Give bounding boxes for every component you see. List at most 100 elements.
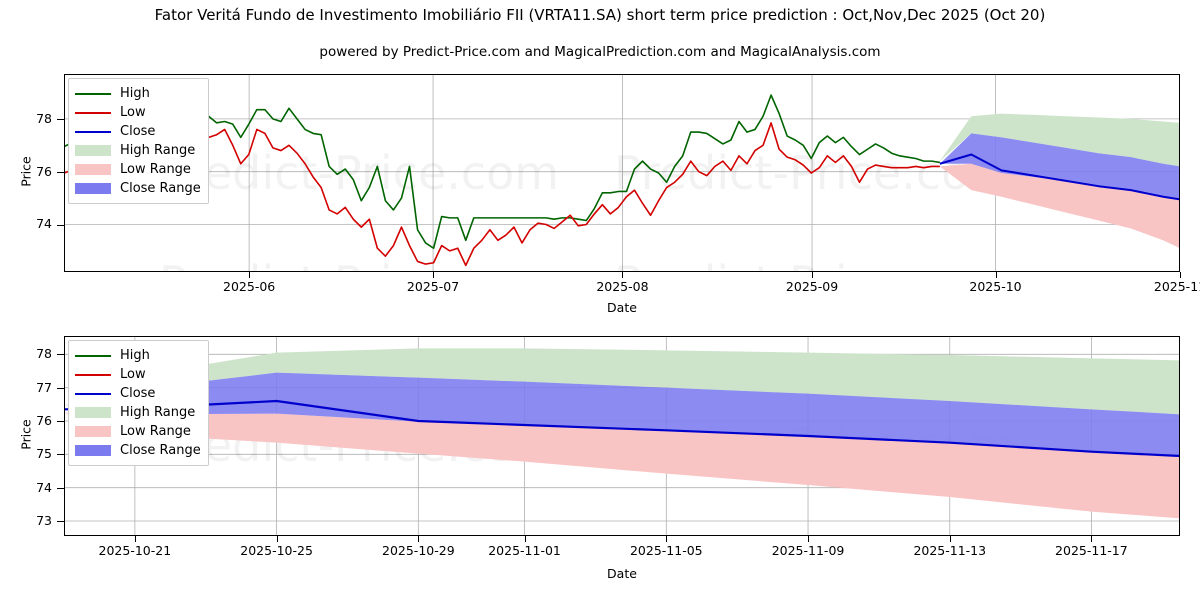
forecast-x-tick-label: 2025-10-21 — [98, 543, 172, 558]
overview-y-tick-mark — [57, 224, 64, 226]
swatch-fill — [75, 92, 111, 95]
forecast-legend-swatch-patch-icon — [75, 406, 111, 419]
overview-legend-swatch-patch-icon — [75, 182, 111, 195]
forecast-legend-swatch-patch-icon — [75, 425, 111, 438]
swatch-fill — [75, 145, 111, 156]
overview-y-tick-label: 76 — [36, 163, 52, 179]
forecast-x-tick-mark — [276, 536, 278, 542]
forecast-legend-label: Low — [120, 367, 146, 382]
forecast-y-tick-label: 74 — [36, 479, 52, 495]
swatch-fill — [75, 426, 111, 437]
overview-x-tick-label: 2025-09 — [785, 279, 839, 294]
forecast-x-tick-label: 2025-11-01 — [488, 543, 561, 558]
overview-x-tick-mark — [995, 272, 997, 278]
overview-legend-item-close-range: Close Range — [75, 179, 201, 198]
forecast-legend-label: Low Range — [120, 424, 191, 439]
forecast-legend-item-close: Close — [75, 384, 201, 403]
forecast-x-tick-label: 2025-11-17 — [1055, 543, 1128, 558]
forecast-legend-item-low: Low — [75, 365, 201, 384]
forecast-legend: High Low Close High Range Low Range Close Ran… — [68, 340, 209, 466]
overview-x-tick-mark — [812, 272, 814, 278]
forecast-y-tick-label: 76 — [36, 413, 52, 428]
forecast-x-tick-mark — [1091, 536, 1093, 542]
overview-legend-item-low-range: Low Range — [75, 160, 201, 179]
overview-plot-frame — [64, 74, 1180, 272]
overview-x-tick-mark — [622, 272, 624, 278]
forecast-legend-item-close-range: Close Range — [75, 441, 201, 460]
swatch-fill — [75, 354, 111, 357]
svg-text:Predict-Price.com: Predict-Price.com — [159, 146, 559, 200]
swatch-fill — [75, 373, 111, 376]
forecast-x-tick-mark — [134, 536, 136, 542]
forecast-y-tick-mark — [57, 421, 64, 422]
overview-y-tick-label: 78 — [36, 110, 52, 126]
overview-legend: High Low Close High Range Low Range Close Ran… — [68, 78, 209, 204]
forecast-legend-swatch-patch-icon — [75, 444, 111, 457]
page-title: Fator Veritá Fundo de Investimento Imobi… — [154, 6, 1046, 24]
forecast-legend-label: High Range — [120, 405, 196, 420]
overview-legend-swatch-line-icon — [75, 125, 111, 138]
overview-x-tick-label: 2025-08 — [596, 279, 649, 294]
forecast-x-tick-label: 2025-10-29 — [382, 543, 455, 558]
page-subtitle: powered by Predict-Price.com and Magical… — [319, 44, 881, 60]
overview-x-tick-mark — [1180, 272, 1181, 278]
overview-legend-label: Low — [120, 105, 146, 120]
overview-x-tick-label: 2025-11 — [1153, 279, 1200, 294]
forecast-y-tick-label: 78 — [36, 346, 52, 362]
forecast-legend-swatch-line-icon — [75, 387, 111, 400]
forecast-x-tick-label: 2025-10-25 — [240, 543, 313, 558]
overview-y-tick-mark — [57, 118, 64, 120]
forecast-x-tick-label: 2025-11-09 — [771, 543, 845, 558]
overview-legend-item-high-range: High Range — [75, 141, 201, 160]
overview-x-axis-label: Date — [607, 300, 637, 315]
overview-x-tick-mark — [433, 272, 435, 278]
forecast-y-tick-mark — [57, 487, 64, 489]
overview-legend-label: Low Range — [120, 162, 191, 177]
forecast-legend-label: Close Range — [120, 443, 201, 458]
swatch-fill — [75, 392, 111, 395]
forecast-x-tick-mark — [524, 536, 526, 542]
overview-legend-swatch-patch-icon — [75, 163, 111, 176]
swatch-fill — [75, 183, 111, 194]
overview-legend-label: Close — [120, 124, 156, 139]
forecast-x-tick-mark — [808, 536, 809, 542]
overview-legend-item-high: High — [75, 84, 201, 103]
overview-legend-label: Close Range — [120, 181, 201, 196]
forecast-y-tick-label: 77 — [36, 379, 52, 395]
swatch-fill — [75, 130, 111, 133]
swatch-fill — [75, 111, 111, 114]
swatch-fill — [75, 164, 111, 175]
overview-legend-label: High — [120, 86, 150, 101]
overview-x-tick-label: 2025-06 — [223, 279, 276, 294]
forecast-x-axis-label: Date — [607, 566, 637, 581]
forecast-legend-item-low-range: Low Range — [75, 422, 201, 441]
overview-legend-swatch-line-icon — [75, 87, 111, 100]
forecast-legend-label: High — [120, 348, 150, 363]
overview-legend-item-close: Close — [75, 122, 201, 141]
forecast-x-tick-label: 2025-11-13 — [913, 543, 987, 558]
overview-legend-label: High Range — [120, 143, 196, 158]
forecast-y-tick-label: 73 — [36, 513, 52, 528]
overview-y-tick-mark — [57, 171, 64, 173]
overview-y-tick-label: 74 — [36, 216, 52, 232]
forecast-x-tick-label: 2025-11-05 — [629, 543, 703, 558]
forecast-x-tick-mark — [666, 536, 668, 542]
forecast-legend-item-high: High — [75, 346, 201, 365]
overview-chart-panel: Predict-Price.comPredict-Price.comPredic… — [63, 74, 1181, 310]
forecast-legend-label: Close — [120, 386, 156, 401]
swatch-fill — [75, 445, 111, 456]
forecast-legend-item-high-range: High Range — [75, 403, 201, 422]
forecast-legend-swatch-line-icon — [75, 349, 111, 362]
forecast-plot-frame — [64, 336, 1180, 536]
overview-x-tick-label: 2025-07 — [406, 279, 460, 294]
forecast-y-tick-mark — [57, 354, 64, 356]
svg-text:Predict-Price.com: Predict-Price.com — [614, 146, 1014, 200]
forecast-y-tick-mark — [57, 454, 64, 456]
forecast-y-tick-label: 75 — [36, 446, 52, 462]
overview-legend-swatch-line-icon — [75, 106, 111, 119]
forecast-y-tick-mark — [57, 521, 64, 522]
forecast-legend-swatch-line-icon — [75, 368, 111, 381]
